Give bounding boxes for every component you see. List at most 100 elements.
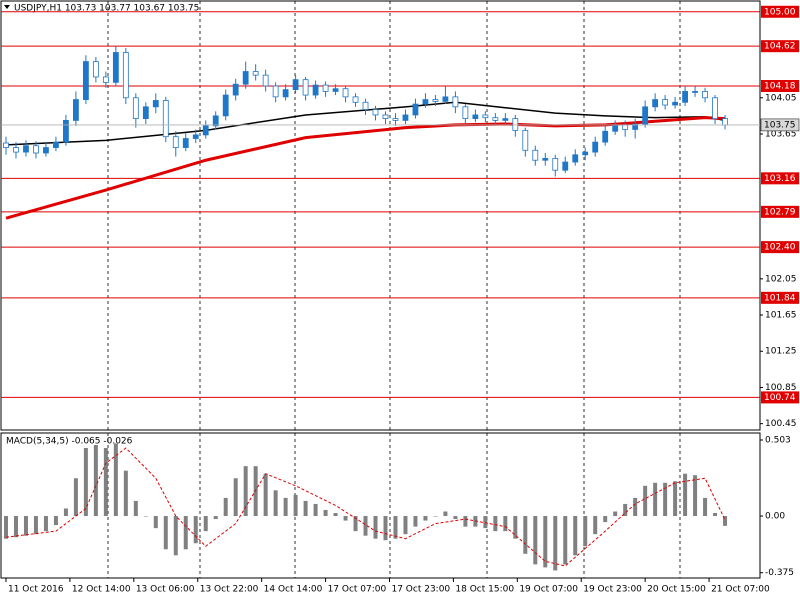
macd-bar bbox=[603, 516, 608, 523]
candle-body bbox=[492, 117, 499, 121]
level-label: 101.84 bbox=[764, 293, 796, 303]
candle-body bbox=[472, 114, 479, 119]
level-label: 105.00 bbox=[764, 7, 796, 17]
macd-bar bbox=[413, 516, 418, 527]
level-label-box bbox=[761, 40, 799, 53]
candle-body bbox=[292, 79, 299, 91]
macd-bar bbox=[223, 497, 228, 517]
macd-bar bbox=[273, 490, 278, 517]
x-tick-label: 21 Oct 07:00 bbox=[711, 585, 770, 595]
macd-bar bbox=[493, 516, 498, 532]
macd-bar bbox=[613, 511, 618, 517]
macd-bar bbox=[593, 516, 598, 535]
level-label-box bbox=[761, 205, 799, 218]
y-tick-label: 100.85 bbox=[765, 383, 797, 393]
candle-body bbox=[512, 118, 519, 131]
candle-body bbox=[142, 106, 149, 119]
candle-body bbox=[722, 118, 728, 126]
macd-frame bbox=[0, 432, 761, 579]
macd-bar bbox=[93, 444, 98, 517]
macd-bar bbox=[463, 516, 468, 527]
macd-y-tick-label: 0.00 bbox=[765, 512, 785, 522]
menu-arrow bbox=[4, 5, 10, 9]
level-label-box bbox=[761, 241, 799, 254]
candle-body bbox=[182, 138, 189, 148]
level-label: 104.62 bbox=[764, 42, 796, 52]
macd-bar bbox=[243, 466, 248, 517]
candle-body bbox=[342, 88, 349, 98]
macd-bar bbox=[403, 516, 408, 535]
x-tick-label: 19 Oct 23:00 bbox=[583, 585, 642, 595]
macd-y-tick-label: 0.503 bbox=[765, 436, 791, 446]
candle-body bbox=[542, 158, 549, 161]
macd-bar bbox=[663, 482, 668, 517]
candle-body bbox=[622, 124, 629, 130]
candle-body bbox=[682, 91, 688, 103]
candle-body bbox=[112, 52, 119, 83]
candle-body bbox=[532, 149, 539, 161]
macd-y-tick-label: -0.375 bbox=[765, 568, 794, 578]
macd-bar bbox=[293, 494, 298, 517]
macd-title: MACD(5,34,5) -0.065 -0.026 bbox=[6, 437, 133, 447]
candle-body bbox=[73, 99, 79, 121]
moving-average bbox=[5, 116, 726, 220]
macd-bar bbox=[303, 500, 308, 517]
level-label-box bbox=[761, 172, 799, 185]
x-tick-label: 13 Oct 06:00 bbox=[136, 585, 195, 595]
candle-body bbox=[552, 158, 559, 171]
x-tick-label: 19 Oct 07:00 bbox=[519, 585, 578, 595]
macd-bar bbox=[423, 516, 428, 521]
candle-body bbox=[422, 99, 429, 105]
candle-body bbox=[13, 147, 19, 153]
macd-bar bbox=[13, 516, 18, 538]
candle-body bbox=[192, 134, 199, 139]
macd-bar bbox=[583, 516, 588, 547]
macd-bar bbox=[693, 475, 698, 517]
current-price-label: 103.75 bbox=[764, 120, 796, 130]
candle-body bbox=[632, 123, 639, 130]
candle-body bbox=[592, 141, 599, 153]
macd-bar bbox=[233, 478, 238, 517]
level-label-box bbox=[761, 391, 799, 404]
candle-body bbox=[172, 136, 179, 148]
macd-bar bbox=[113, 443, 118, 517]
level-label: 104.18 bbox=[764, 82, 796, 92]
x-tick-label: 17 Oct 07:00 bbox=[328, 585, 387, 595]
candle-body bbox=[232, 83, 239, 96]
candle-body bbox=[562, 161, 569, 171]
candle-body bbox=[352, 96, 359, 103]
level-label-box bbox=[761, 291, 799, 304]
candle-body bbox=[122, 52, 129, 99]
candle-body bbox=[412, 103, 419, 116]
candle-body bbox=[272, 85, 279, 98]
level-label: 102.40 bbox=[764, 243, 796, 253]
candle-body bbox=[612, 124, 619, 132]
macd-bar bbox=[53, 516, 58, 526]
x-tick-label: 11 Oct 2016 bbox=[8, 585, 64, 595]
candle-body bbox=[332, 88, 339, 92]
macd-bar bbox=[43, 516, 48, 532]
current-price-box bbox=[760, 118, 800, 132]
macd-bar bbox=[73, 478, 78, 517]
macd-bar bbox=[3, 516, 8, 539]
macd-bar bbox=[643, 485, 648, 517]
macd-bar bbox=[263, 473, 268, 517]
macd-bar bbox=[673, 481, 678, 517]
candle-body bbox=[102, 76, 109, 83]
y-tick-label: 101.25 bbox=[765, 347, 797, 357]
level-label-box bbox=[761, 80, 799, 92]
candle-body bbox=[432, 99, 439, 102]
main-frame bbox=[0, 0, 761, 431]
candle-body bbox=[482, 114, 489, 119]
macd-bar bbox=[703, 497, 708, 517]
candle-body bbox=[462, 106, 469, 119]
macd-bar bbox=[393, 516, 398, 539]
macd-bar bbox=[563, 516, 568, 565]
candle-body bbox=[252, 71, 259, 76]
macd-bar bbox=[123, 470, 128, 517]
level-label: 102.79 bbox=[764, 207, 796, 217]
candle-body bbox=[282, 89, 289, 98]
macd-bar bbox=[503, 516, 508, 532]
candle-body bbox=[53, 141, 59, 148]
macd-bar bbox=[383, 516, 388, 541]
